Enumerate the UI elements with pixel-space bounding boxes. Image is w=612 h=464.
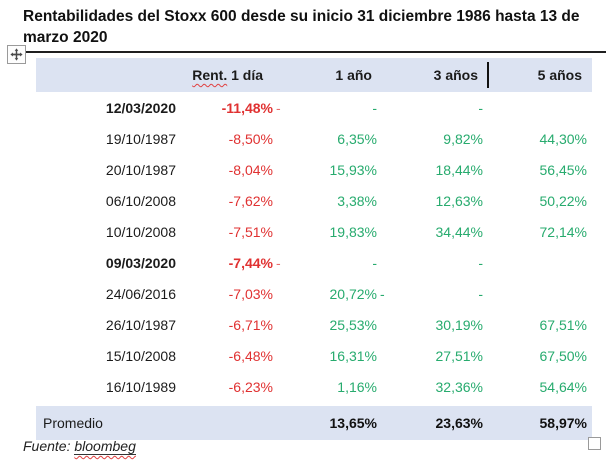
cell-1-ano: 25,53%	[329, 316, 377, 333]
page-title: Rentabilidades del Stoxx 600 desde su in…	[23, 8, 580, 46]
cell-date: 26/10/1987	[105, 316, 176, 333]
table-row: 10/10/2008 -7,51% 19,83% 34,44% 72,14%	[36, 216, 592, 247]
text-cursor	[487, 62, 489, 88]
cell-date: 20/10/1987	[105, 161, 176, 178]
header-5-anos: 5 años	[537, 67, 582, 83]
cell-1-ano: 3,38%	[337, 192, 377, 209]
table-row: 26/10/1987 -6,71% 25,53% 30,19% 67,51%	[36, 309, 592, 340]
table-row: 19/10/1987 -8,50% 6,35% 9,82% 44,30%	[36, 123, 592, 154]
cell-rent-dash: -	[276, 99, 281, 116]
header-1-ano: 1 año	[335, 67, 372, 83]
source-prefix: Fuente:	[23, 438, 71, 454]
divider	[18, 51, 606, 53]
cell-date: 12/03/2020	[105, 99, 176, 116]
promedio-row: Promedio 13,65% 23,63% 58,97%	[36, 406, 592, 440]
misspelled-word: Rent.	[192, 67, 228, 83]
cell-rent-1-dia: -8,50%	[228, 130, 273, 147]
cell-3-anos: 12,63%	[435, 192, 483, 209]
cell-3-anos: 32,36%	[435, 378, 483, 395]
table-row: 20/10/1987 -8,04% 15,93% 18,44% 56,45%	[36, 154, 592, 185]
cell-rent-1-dia: -6,23%	[228, 378, 273, 395]
cell-5-anos: 54,64%	[539, 378, 587, 395]
cell-date: 15/10/2008	[105, 347, 176, 364]
header-rent-1-dia: Rent. 1 día	[176, 67, 273, 83]
cell-5-anos: 67,50%	[539, 347, 587, 364]
header-3-anos: 3 años	[433, 67, 478, 83]
cell-3-anos: 34,44%	[435, 223, 483, 240]
cell-rent-1-dia: -7,51%	[228, 223, 273, 240]
cell-1-ano: 16,31%	[329, 347, 377, 364]
cell-1-ano: 6,35%	[337, 130, 377, 147]
cell-rent-1-dia: -11,48%	[221, 99, 273, 116]
cell-1-ano: 15,93%	[329, 161, 377, 178]
move-cross-icon	[10, 48, 23, 61]
cell-1-ano: 20,72%	[329, 285, 377, 302]
table-row: 12/03/2020 -11,48% - - -	[36, 92, 592, 123]
promedio-1-ano: 13,65%	[329, 415, 377, 431]
cell-5-anos: 44,30%	[539, 130, 587, 147]
table-row: 24/06/2016 -7,03% 20,72% - -	[36, 278, 592, 309]
source-name-misspelled: bloombeg	[74, 438, 136, 455]
cell-date: 16/10/1989	[105, 378, 176, 395]
table-rows: 12/03/2020 -11,48% - - - 19/10/1987 -8,5…	[36, 92, 592, 402]
cell-rent-dash: -	[276, 254, 281, 271]
cell-date: 19/10/1987	[105, 130, 176, 147]
cell-rent-1-dia: -8,04%	[228, 161, 273, 178]
cell-1-ano: 19,83%	[329, 223, 377, 240]
cell-3-anos: 30,19%	[435, 316, 483, 333]
table-move-handle[interactable]	[7, 45, 26, 64]
cell-rent-1-dia: -6,71%	[228, 316, 273, 333]
cell-1-ano: 1,16%	[337, 378, 377, 395]
cell-1-ano: -	[372, 254, 377, 271]
cell-3-anos: -	[478, 254, 483, 271]
promedio-label: Promedio	[43, 415, 103, 431]
cell-3-anos: -	[478, 285, 483, 302]
cell-5-anos: 56,45%	[539, 161, 587, 178]
cell-5-anos: 67,51%	[539, 316, 587, 333]
cell-rent-1-dia: -7,62%	[228, 192, 273, 209]
table-row: 15/10/2008 -6,48% 16,31% 27,51% 67,50%	[36, 340, 592, 371]
table-row: 06/10/2008 -7,62% 3,38% 12,63% 50,22%	[36, 185, 592, 216]
cell-5-anos: 72,14%	[539, 223, 587, 240]
table-row: 09/03/2020 -7,44% - - -	[36, 247, 592, 278]
cell-1-ano: -	[372, 99, 377, 116]
cell-date: 24/06/2016	[105, 285, 176, 302]
table-header-row: Rent. 1 día 1 año 3 años 5 años	[36, 58, 592, 92]
returns-table: Rent. 1 día 1 año 3 años 5 años 12/03/20…	[36, 58, 592, 440]
cell-date: 09/03/2020	[105, 254, 176, 271]
cell-3-anos: 9,82%	[443, 130, 483, 147]
cell-3-anos: -	[478, 99, 483, 116]
cell-date: 10/10/2008	[105, 223, 176, 240]
cell-rent-1-dia: -7,03%	[228, 285, 273, 302]
table-resize-handle[interactable]	[588, 437, 601, 450]
table-row: 16/10/1989 -6,23% 1,16% 32,36% 54,64%	[36, 371, 592, 402]
promedio-5-anos: 58,97%	[539, 415, 587, 431]
cell-3-anos: 18,44%	[435, 161, 483, 178]
cell-date: 06/10/2008	[105, 192, 176, 209]
cell-rent-1-dia: -6,48%	[228, 347, 273, 364]
cell-1-ano-dash: -	[380, 285, 385, 302]
source-caption: Fuente: bloombeg	[23, 438, 136, 455]
cell-rent-1-dia: -7,44%	[228, 254, 273, 271]
cell-3-anos: 27,51%	[435, 347, 483, 364]
promedio-3-anos: 23,63%	[435, 415, 483, 431]
cell-5-anos: 50,22%	[539, 192, 587, 209]
header-rent-rest: 1 día	[231, 67, 263, 83]
